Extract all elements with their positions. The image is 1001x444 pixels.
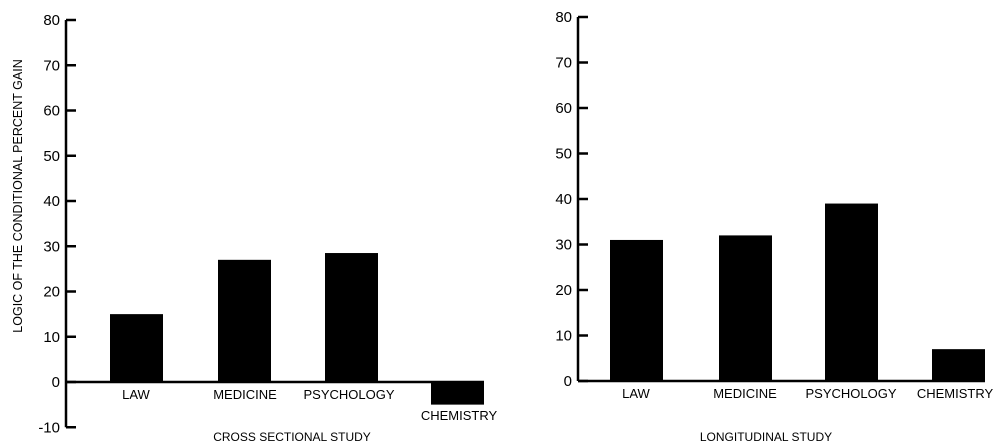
chart-cross-sectional: -10 0 10 20 30 40 50 60 70 80 LAW MEDICINE PSYCHOLOG… [38, 12, 497, 444]
y-tick-label: 20 [555, 282, 572, 299]
y-tick-label: 0 [564, 373, 572, 390]
y-tick-label: 70 [43, 57, 60, 74]
category-label: MEDICINE [213, 387, 277, 402]
category-label: LAW [622, 386, 650, 401]
category-label: PSYCHOLOGY [805, 386, 896, 401]
y-tick-label: 30 [43, 238, 60, 255]
y-tick-label: 60 [555, 100, 572, 117]
category-label: PSYCHOLOGY [303, 387, 394, 402]
y-tick-label: 80 [43, 12, 60, 29]
y-tick-label: 70 [555, 55, 572, 72]
bar-chemistry [431, 382, 484, 405]
bar-chemistry [932, 349, 985, 381]
bar-psychology [825, 203, 878, 381]
category-label: LAW [122, 387, 150, 402]
y-tick-label: 30 [555, 237, 572, 254]
bar-medicine [719, 235, 772, 381]
y-tick-label: 50 [555, 146, 572, 163]
y-tick-label: 60 [43, 103, 60, 120]
y-tick-label: 40 [43, 193, 60, 210]
category-label: CHEMISTRY [917, 386, 994, 401]
category-label: MEDICINE [713, 386, 777, 401]
bar-law [110, 314, 163, 382]
y-tick-label: 50 [43, 148, 60, 165]
y-tick-label: 10 [43, 329, 60, 346]
bar-psychology [325, 253, 378, 382]
y-tick-label: 0 [52, 374, 60, 391]
y-tick-label: 80 [555, 9, 572, 26]
x-axis-title: CROSS SECTIONAL STUDY [213, 430, 371, 444]
bar-medicine [218, 259, 271, 382]
y-tick-label: 40 [555, 191, 572, 208]
bar-law [610, 239, 663, 381]
y-tick-label: 20 [43, 284, 60, 301]
category-label: CHEMISTRY [421, 408, 498, 423]
y-tick-label: 10 [555, 328, 572, 345]
y-axis-title: LOGIC OF THE CONDITIONAL PERCENT GAIN [11, 59, 25, 332]
y-tick-label: -10 [38, 419, 60, 436]
x-axis-title: LONGITUDINAL STUDY [700, 430, 832, 444]
chart-longitudinal: 0 10 20 30 40 50 60 70 80 LAW MEDICINE PSYCHOLOGY CH… [555, 9, 993, 444]
